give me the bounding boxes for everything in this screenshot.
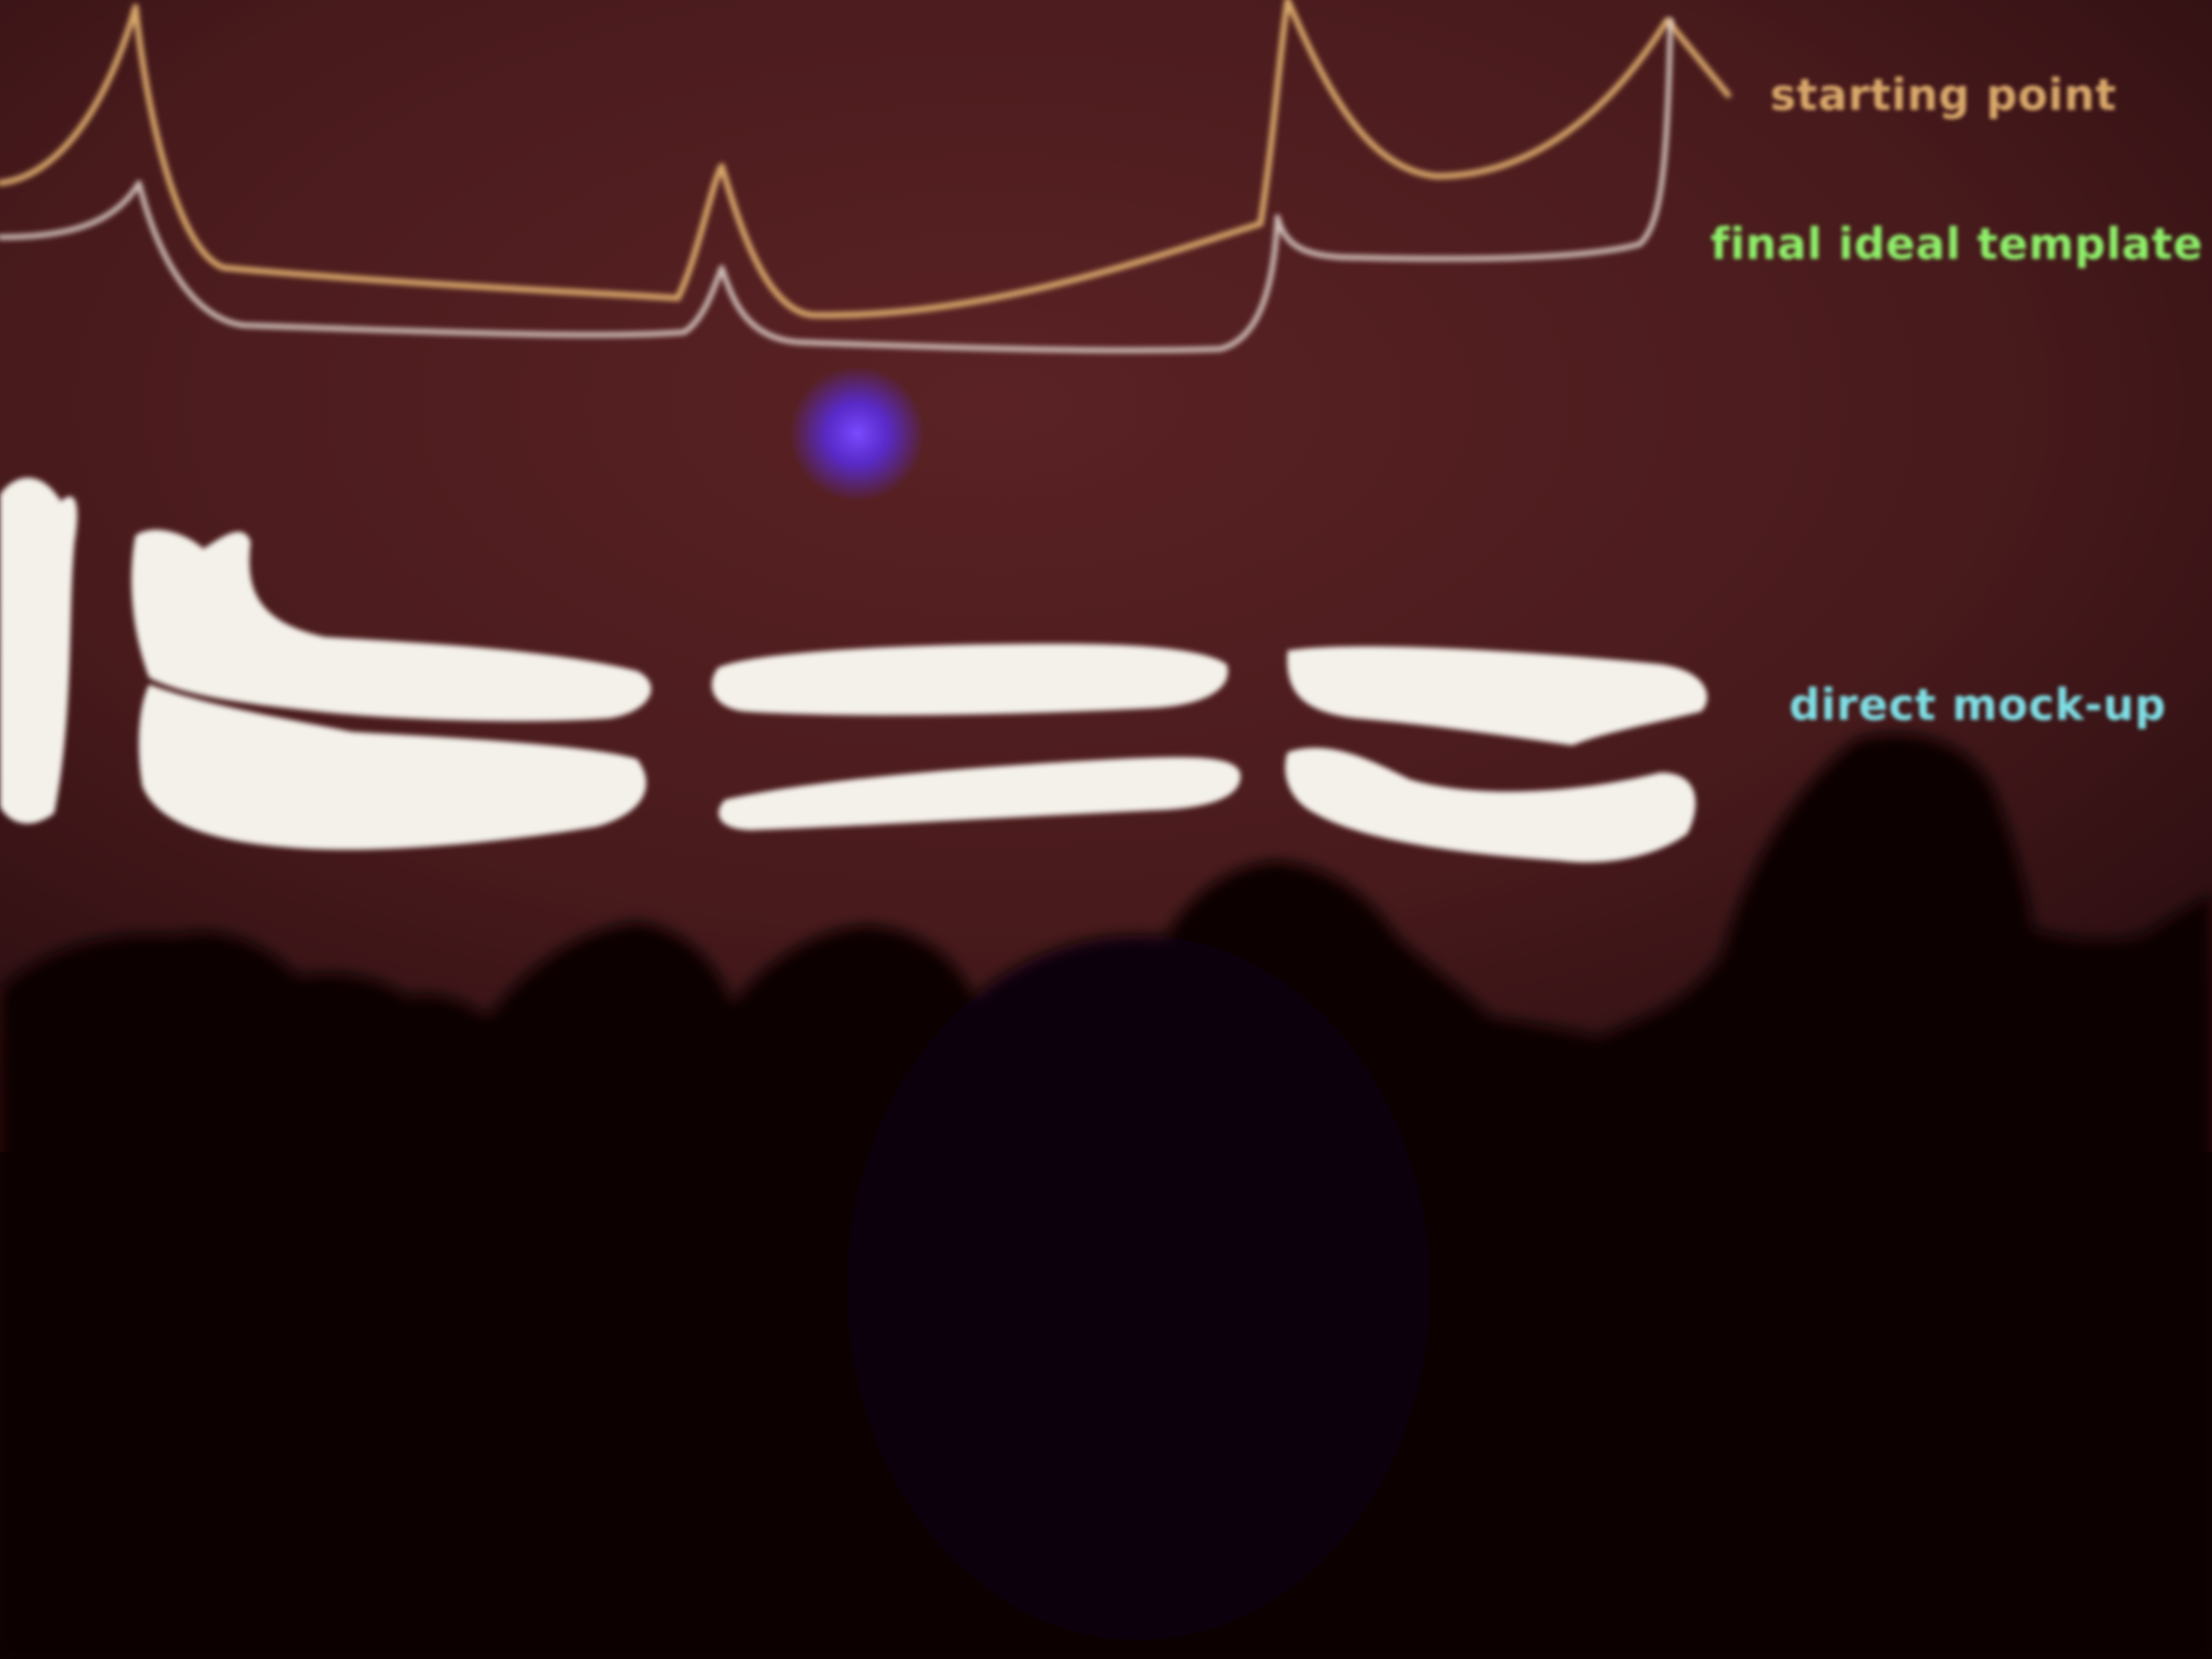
shape-middle-lower [718,757,1241,830]
audience-silhouettes [0,733,2212,1659]
final-template-curve [0,18,1673,353]
shape-right-upper [1287,646,1708,745]
shape-right-lower [1285,747,1696,863]
legend-starting-point: starting point [1770,70,2117,121]
legend-final-ideal-template: final ideal template [1711,220,2203,270]
laser-pointer-dot [790,366,925,501]
shape-left-upper [131,529,651,722]
shape-left-lower [138,684,647,850]
legend-direct-mock-up: direct mock-up [1789,680,2167,731]
shape-fragment-left [0,478,77,824]
starting-point-curve [0,0,1732,319]
foreground-head [847,935,1430,1640]
mock-up-shapes [0,478,1708,863]
shape-middle-upper [712,644,1228,716]
